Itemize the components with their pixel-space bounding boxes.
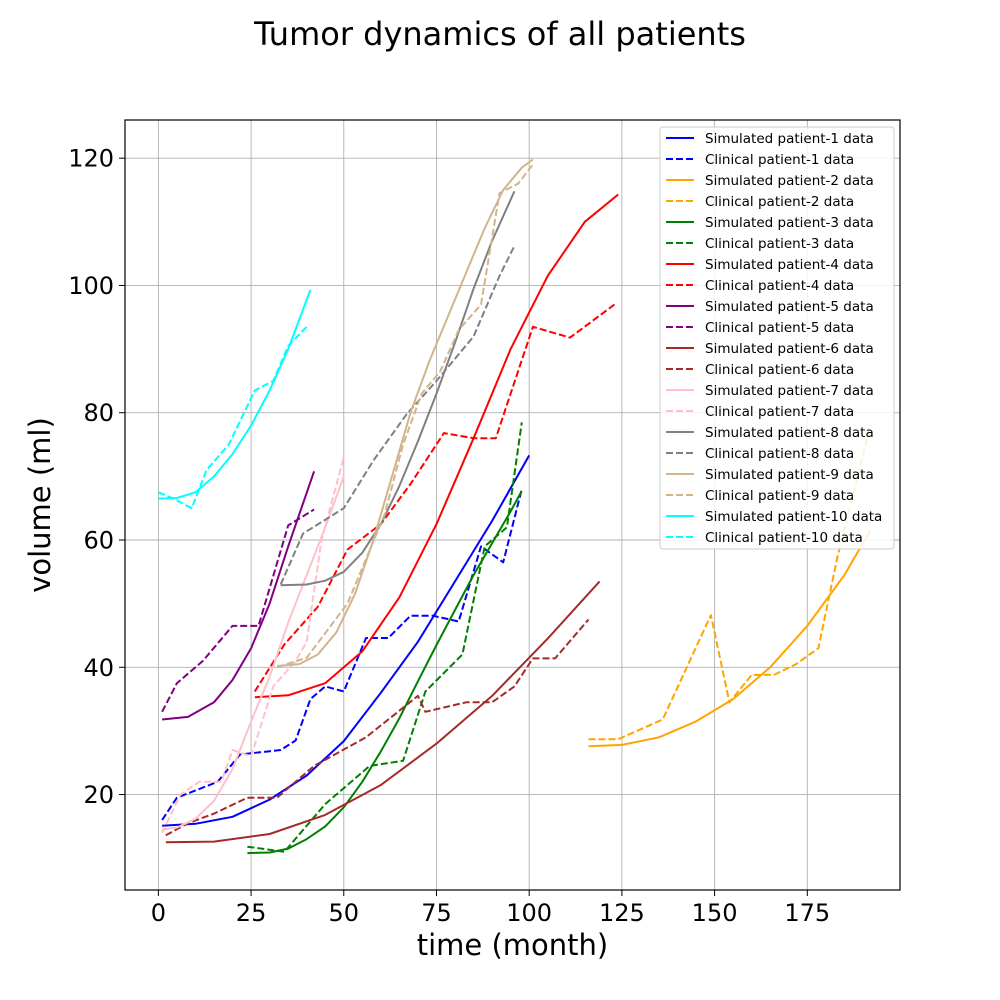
y-tick-label: 40: [83, 654, 114, 682]
legend-label: Clinical patient-7 data: [705, 404, 854, 420]
legend-label: Clinical patient-3 data: [705, 236, 854, 252]
legend-label: Simulated patient-2 data: [705, 173, 874, 189]
axis-ticks: 0 25 50 75 100 125 150 175 20 40 60 80 100 120: [68, 145, 830, 927]
legend-label: Simulated patient-9 data: [705, 467, 874, 483]
series-line-11: [165, 580, 601, 844]
legend-label: Clinical patient-1 data: [705, 152, 854, 168]
plot-area-frame: [124, 119, 901, 891]
legend-label: Simulated patient-6 data: [705, 341, 874, 357]
x-axis-label: time (month): [417, 928, 609, 962]
series-line-16: [279, 245, 516, 585]
series-line-1: [162, 454, 531, 827]
legend-label: Simulated patient-10 data: [705, 509, 882, 525]
x-tick-label: 175: [784, 899, 830, 927]
series-line-9: [162, 470, 316, 721]
series-line-4: [588, 425, 872, 741]
series-line-8: [253, 303, 616, 693]
series-line-2: [161, 488, 523, 821]
series-line-12: [165, 618, 590, 837]
legend-label: Clinical patient-9 data: [705, 488, 854, 504]
series-line-15: [280, 190, 516, 587]
series-line-19: [158, 289, 312, 500]
y-tick-label: 100: [68, 272, 114, 300]
legend-label: Clinical patient-6 data: [705, 362, 854, 378]
y-tick-label: 20: [83, 781, 114, 809]
legend-label: Simulated patient-8 data: [705, 425, 874, 441]
y-tick-label: 120: [68, 145, 114, 173]
legend-label: Clinical patient-4 data: [705, 278, 854, 294]
legend-label: Clinical patient-8 data: [705, 446, 854, 462]
legend-label: Simulated patient-7 data: [705, 383, 874, 399]
y-axis-label: volume (ml): [23, 417, 57, 593]
legend-label: Simulated patient-5 data: [705, 299, 874, 315]
series-line-18: [276, 163, 534, 669]
y-tick-label: 80: [83, 399, 114, 427]
legend-label: Simulated patient-1 data: [705, 131, 874, 147]
y-tick-label: 60: [83, 527, 114, 555]
series-line-14: [161, 457, 345, 834]
series-line-7: [254, 193, 619, 699]
x-tick-label: 25: [236, 899, 267, 927]
series-line-3: [588, 529, 872, 748]
series-line-6: [247, 422, 523, 853]
legend: Simulated patient-1 data Clinical patient…: [659, 126, 895, 550]
legend-box: [659, 126, 895, 550]
x-tick-label: 125: [599, 899, 645, 927]
legend-label: Clinical patient-5 data: [705, 320, 854, 336]
plot-series: [158, 158, 872, 855]
legend-label: Clinical patient-10 data: [705, 530, 863, 546]
x-tick-label: 75: [421, 899, 452, 927]
chart-title: Tumor dynamics of all patients: [253, 15, 746, 53]
legend-label: Clinical patient-2 data: [705, 194, 854, 210]
x-tick-label: 150: [692, 899, 738, 927]
series-line-10: [161, 508, 315, 713]
x-tick-label: 100: [506, 899, 552, 927]
x-tick-label: 50: [329, 899, 360, 927]
legend-label: Simulated patient-3 data: [705, 215, 874, 231]
series-line-20: [158, 326, 308, 510]
x-tick-label: 0: [151, 899, 166, 927]
legend-label: Simulated patient-4 data: [705, 257, 874, 273]
series-line-13: [161, 476, 345, 831]
